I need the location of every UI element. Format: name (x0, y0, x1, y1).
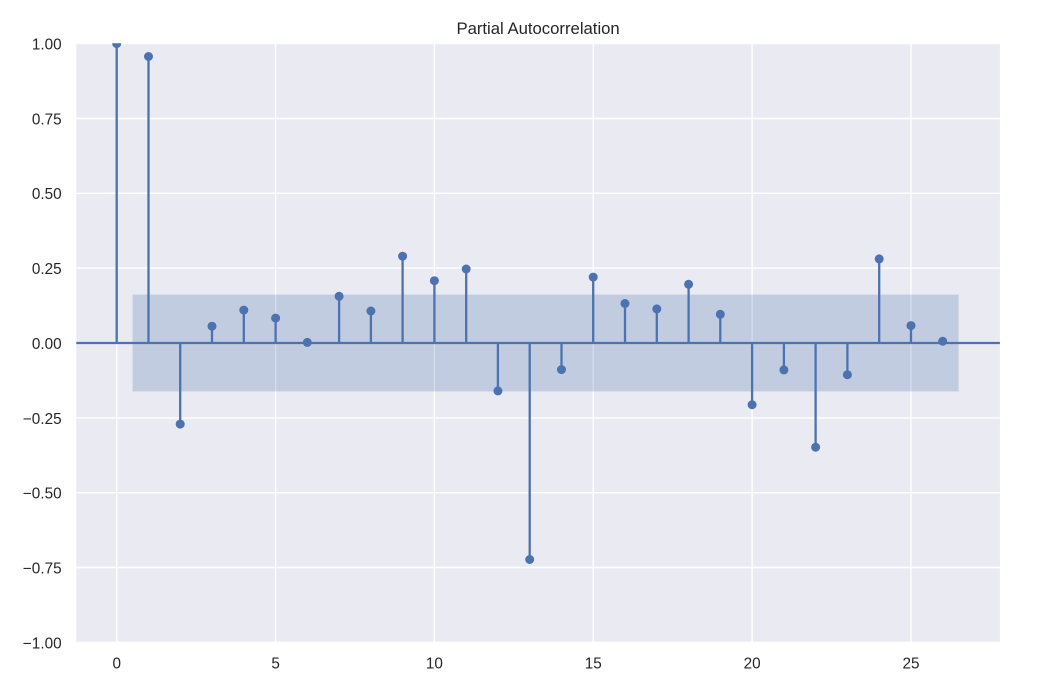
svg-text:1.00: 1.00 (32, 37, 62, 54)
svg-text:0.25: 0.25 (32, 261, 62, 278)
svg-text:0.00: 0.00 (32, 336, 62, 353)
svg-text:20: 20 (744, 656, 761, 673)
svg-text:−0.75: −0.75 (23, 560, 62, 577)
svg-text:Partial Autocorrelation: Partial Autocorrelation (456, 19, 619, 38)
svg-text:5: 5 (271, 656, 280, 673)
svg-text:0: 0 (112, 656, 121, 673)
svg-text:−1.00: −1.00 (23, 635, 62, 652)
svg-text:−0.50: −0.50 (23, 486, 62, 503)
svg-text:15: 15 (585, 656, 602, 673)
svg-text:0.75: 0.75 (32, 111, 62, 128)
svg-text:10: 10 (426, 656, 443, 673)
svg-text:0.50: 0.50 (32, 186, 62, 203)
svg-text:25: 25 (902, 656, 919, 673)
svg-text:−0.25: −0.25 (23, 411, 62, 428)
